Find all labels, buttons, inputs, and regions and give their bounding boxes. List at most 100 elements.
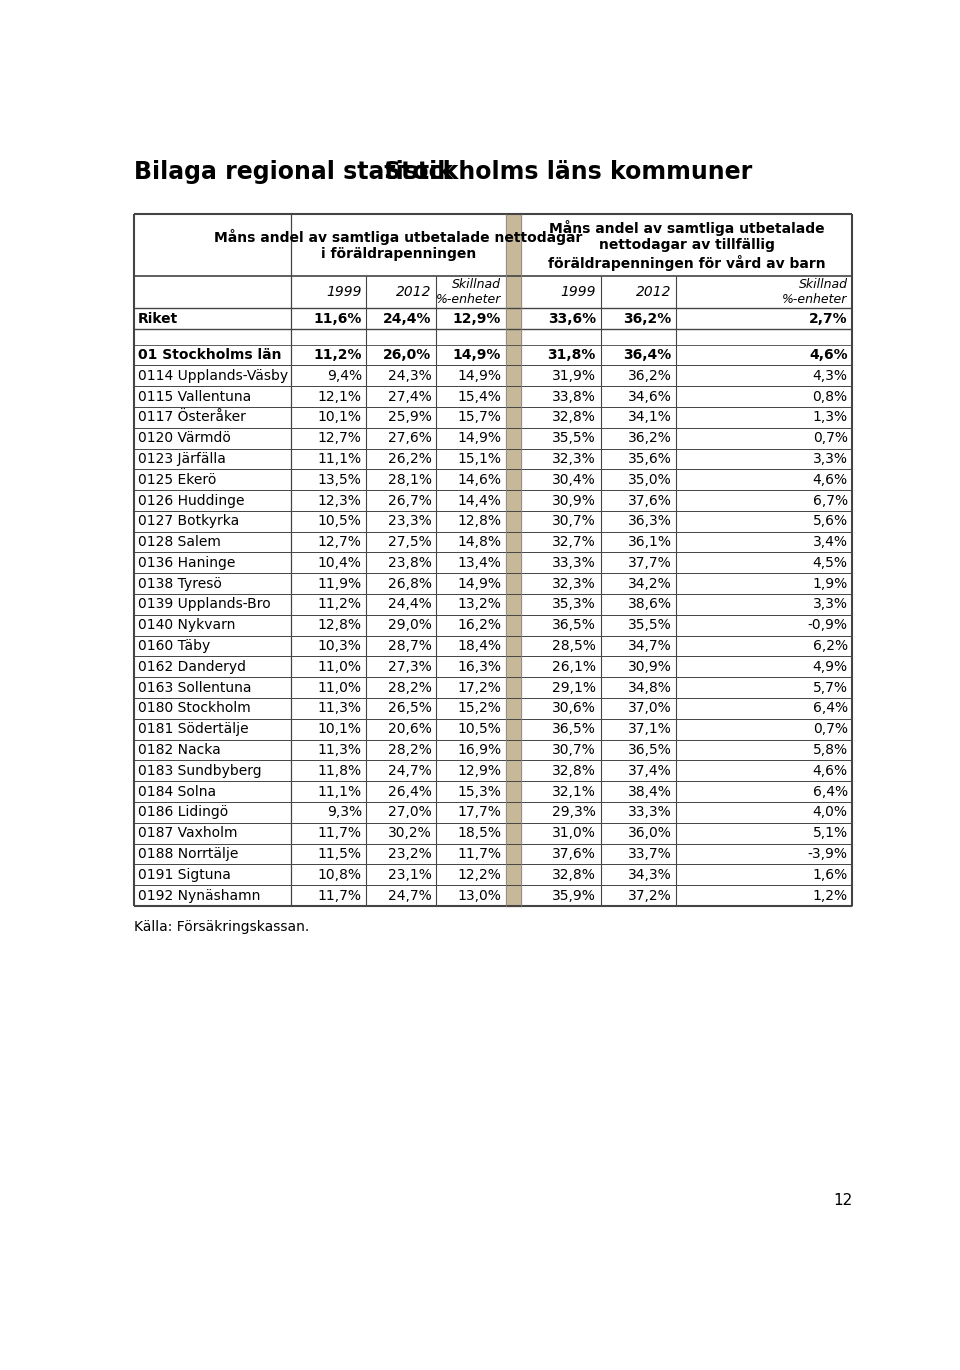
Text: 37,1%: 37,1% (628, 722, 672, 736)
Text: 15,4%: 15,4% (457, 389, 501, 404)
Text: 36,4%: 36,4% (624, 348, 672, 362)
Text: 14,9%: 14,9% (453, 348, 501, 362)
Text: 0187 Vaxholm: 0187 Vaxholm (138, 826, 237, 840)
Text: 10,8%: 10,8% (318, 867, 362, 882)
Text: 26,4%: 26,4% (388, 785, 432, 799)
Text: 34,7%: 34,7% (628, 638, 672, 653)
Text: 17,2%: 17,2% (457, 681, 501, 695)
Text: 01 Stockholms län: 01 Stockholms län (138, 348, 281, 362)
Text: 15,3%: 15,3% (457, 785, 501, 799)
Text: 11,0%: 11,0% (318, 660, 362, 674)
Text: 14,9%: 14,9% (457, 369, 501, 382)
Text: Källa: Försäkringskassan.: Källa: Försäkringskassan. (134, 919, 309, 934)
Text: 32,8%: 32,8% (552, 411, 596, 425)
Text: 26,0%: 26,0% (383, 348, 432, 362)
Text: 12,2%: 12,2% (457, 867, 501, 882)
Text: 32,1%: 32,1% (552, 785, 596, 799)
Text: 12: 12 (833, 1192, 852, 1207)
Text: 0140 Nykvarn: 0140 Nykvarn (138, 618, 235, 632)
Text: 32,8%: 32,8% (552, 764, 596, 778)
Text: 0136 Haninge: 0136 Haninge (138, 556, 235, 570)
Text: 18,4%: 18,4% (457, 638, 501, 653)
Text: 4,3%: 4,3% (813, 369, 848, 382)
Text: 4,6%: 4,6% (812, 764, 848, 778)
Text: 0186 Lidingö: 0186 Lidingö (138, 806, 228, 819)
Text: 30,7%: 30,7% (552, 743, 596, 758)
Text: 27,4%: 27,4% (388, 389, 432, 404)
Text: 35,0%: 35,0% (628, 473, 672, 486)
Text: 0,7%: 0,7% (813, 722, 848, 736)
Text: 24,3%: 24,3% (388, 369, 432, 382)
Text: 28,1%: 28,1% (388, 473, 432, 486)
Text: 1,2%: 1,2% (812, 889, 848, 903)
Text: 1,3%: 1,3% (812, 411, 848, 425)
Text: 3,4%: 3,4% (813, 536, 848, 549)
Text: 36,1%: 36,1% (628, 536, 672, 549)
Text: 0123 Järfälla: 0123 Järfälla (138, 452, 226, 466)
Text: 28,2%: 28,2% (388, 681, 432, 695)
Text: 14,9%: 14,9% (457, 577, 501, 590)
Text: 18,5%: 18,5% (457, 826, 501, 840)
Text: 1,9%: 1,9% (812, 577, 848, 590)
Text: 26,7%: 26,7% (388, 493, 432, 507)
Text: 30,2%: 30,2% (388, 826, 432, 840)
Text: 16,2%: 16,2% (457, 618, 501, 632)
Text: 13,0%: 13,0% (457, 889, 501, 903)
Text: 9,3%: 9,3% (326, 806, 362, 819)
Text: Skillnad
%-enheter: Skillnad %-enheter (436, 278, 501, 307)
Text: 34,2%: 34,2% (628, 577, 672, 590)
Text: 5,8%: 5,8% (812, 743, 848, 758)
Text: 5,7%: 5,7% (813, 681, 848, 695)
Text: 30,9%: 30,9% (628, 660, 672, 674)
Text: 34,6%: 34,6% (628, 389, 672, 404)
Text: 16,3%: 16,3% (457, 660, 501, 674)
Text: 36,2%: 36,2% (628, 432, 672, 445)
Text: 28,2%: 28,2% (388, 743, 432, 758)
Text: 12,3%: 12,3% (318, 493, 362, 507)
Text: 0125 Ekerö: 0125 Ekerö (138, 473, 216, 486)
Text: 3,3%: 3,3% (813, 452, 848, 466)
Text: 16,9%: 16,9% (457, 743, 501, 758)
Text: 37,6%: 37,6% (552, 847, 596, 860)
Text: 37,7%: 37,7% (628, 556, 672, 570)
Text: 23,1%: 23,1% (388, 867, 432, 882)
Text: 15,1%: 15,1% (457, 452, 501, 466)
Text: 24,7%: 24,7% (388, 764, 432, 778)
Text: 38,6%: 38,6% (628, 597, 672, 611)
Text: 35,6%: 35,6% (628, 452, 672, 466)
Text: 27,0%: 27,0% (388, 806, 432, 819)
Text: 11,9%: 11,9% (318, 577, 362, 590)
Text: 23,2%: 23,2% (388, 847, 432, 860)
Text: 15,2%: 15,2% (457, 701, 501, 715)
Text: 31,8%: 31,8% (547, 348, 596, 362)
Text: 33,8%: 33,8% (552, 389, 596, 404)
Text: 31,9%: 31,9% (552, 369, 596, 382)
Text: 2,7%: 2,7% (809, 312, 848, 326)
Text: 36,5%: 36,5% (552, 618, 596, 632)
Text: 34,3%: 34,3% (628, 867, 672, 882)
Text: 32,7%: 32,7% (552, 536, 596, 549)
Text: Bilaga regional statistik: Bilaga regional statistik (134, 160, 453, 184)
Text: Måns andel av samtliga utbetalade nettodagar
i föräldrapenningen: Måns andel av samtliga utbetalade nettod… (214, 229, 583, 262)
Text: 12,7%: 12,7% (318, 432, 362, 445)
Text: 11,2%: 11,2% (313, 348, 362, 362)
Text: 33,6%: 33,6% (548, 312, 596, 326)
Text: 11,3%: 11,3% (318, 701, 362, 715)
Text: 10,5%: 10,5% (318, 514, 362, 529)
Text: 0120 Värmdö: 0120 Värmdö (138, 432, 230, 445)
Text: 1999: 1999 (326, 285, 362, 299)
Text: 10,4%: 10,4% (318, 556, 362, 570)
Text: 0117 Österåker: 0117 Österåker (138, 411, 246, 425)
Text: 36,5%: 36,5% (552, 722, 596, 736)
Text: 14,6%: 14,6% (457, 473, 501, 486)
Text: 30,6%: 30,6% (552, 701, 596, 715)
Text: 1,6%: 1,6% (812, 867, 848, 882)
Text: 24,4%: 24,4% (388, 597, 432, 611)
Text: 37,2%: 37,2% (628, 889, 672, 903)
Text: 6,7%: 6,7% (812, 493, 848, 507)
Text: 23,8%: 23,8% (388, 556, 432, 570)
Text: 12,9%: 12,9% (457, 764, 501, 778)
Text: 20,6%: 20,6% (388, 722, 432, 736)
Text: 13,4%: 13,4% (457, 556, 501, 570)
Text: 26,1%: 26,1% (552, 660, 596, 674)
